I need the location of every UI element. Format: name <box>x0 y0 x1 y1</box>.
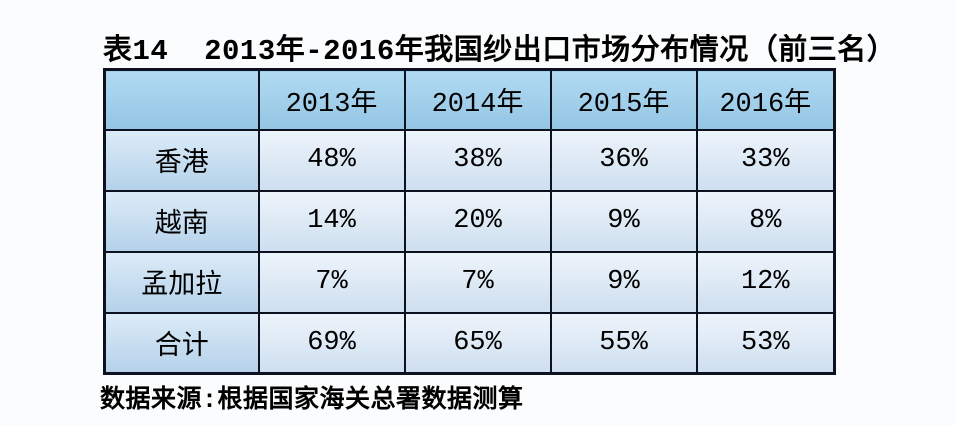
value-cell: 9% <box>549 250 698 314</box>
row-label-bangladesh: 孟加拉 <box>103 250 260 314</box>
value-cell: 65% <box>403 311 552 375</box>
value-cell: 53% <box>695 311 836 375</box>
row-label-vietnam: 越南 <box>103 189 260 253</box>
table-title: 表14 2013年-2016年我国纱出口市场分布情况（前三名） <box>103 35 897 68</box>
header-row: 2013年 2014年 2015年 2016年 <box>103 68 836 131</box>
source-note: 数据来源:根据国家海关总署数据测算 <box>100 386 524 415</box>
table-row-bangladesh: 孟加拉 7% 7% 9% 12% <box>103 250 836 314</box>
header-cell-2016: 2016年 <box>695 68 836 131</box>
row-label-total: 合计 <box>103 311 260 375</box>
value-cell: 55% <box>549 311 698 375</box>
value-cell: 8% <box>695 189 836 253</box>
value-cell: 33% <box>695 128 836 192</box>
value-cell: 38% <box>403 128 552 192</box>
table-row-vietnam: 越南 14% 20% 9% 8% <box>103 189 836 253</box>
header-cell-blank <box>103 68 260 131</box>
value-cell: 36% <box>549 128 698 192</box>
value-cell: 7% <box>403 250 552 314</box>
yarn-export-table: 2013年 2014年 2015年 2016年 香港 48% 38% 36% 3… <box>103 68 836 375</box>
value-cell: 69% <box>257 311 406 375</box>
value-cell: 12% <box>695 250 836 314</box>
value-cell: 7% <box>257 250 406 314</box>
value-cell: 9% <box>549 189 698 253</box>
value-cell: 14% <box>257 189 406 253</box>
header-cell-2014: 2014年 <box>403 68 552 131</box>
header-cell-2015: 2015年 <box>549 68 698 131</box>
table-row-total: 合计 69% 65% 55% 53% <box>103 311 836 375</box>
table-row-hongkong: 香港 48% 38% 36% 33% <box>103 128 836 192</box>
row-label-hongkong: 香港 <box>103 128 260 192</box>
value-cell: 20% <box>403 189 552 253</box>
header-cell-2013: 2013年 <box>257 68 406 131</box>
value-cell: 48% <box>257 128 406 192</box>
